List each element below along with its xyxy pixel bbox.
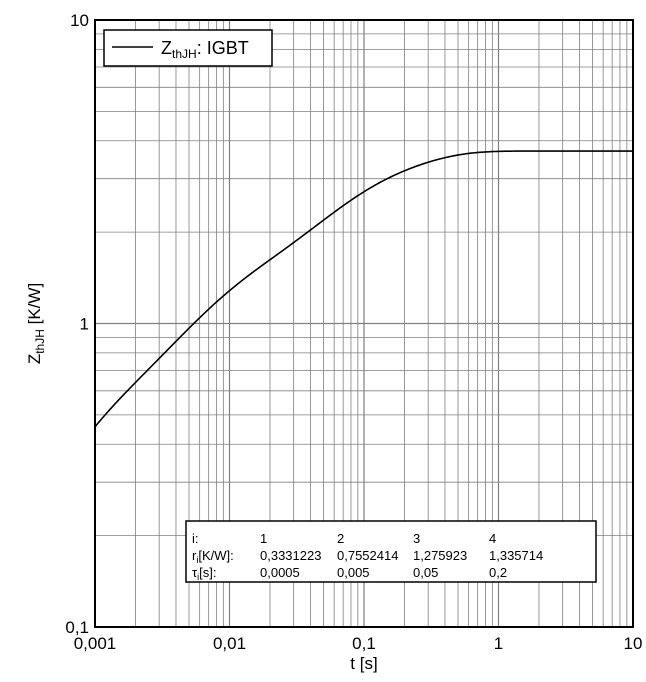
plot-frame — [94, 19, 634, 628]
legend-entry: ZthJH: IGBT — [161, 38, 249, 61]
y-axis-label: ZthJH [K/W] — [25, 283, 47, 364]
legend: ZthJH: IGBT — [103, 29, 273, 67]
table-cell: 2 — [337, 531, 344, 546]
y-tick-label: 0,1 — [65, 618, 89, 637]
foster-parameter-table: i: 1 2 3 4ri[K/W]: 0,3331223 0,7552414 1,275923… — [185, 520, 597, 583]
x-tick-label: 0,001 — [74, 634, 117, 653]
table-cell: 1,335714 — [489, 548, 543, 563]
x-tick-label: 0,01 — [213, 634, 246, 653]
y-axis-label-rest: [K/W] — [25, 283, 44, 329]
y-tick-label: 10 — [70, 11, 89, 30]
table-cell: 0,05 — [413, 565, 438, 580]
table-row-header: ri[K/W]: — [192, 548, 234, 565]
table-cell: 0,2 — [489, 565, 507, 580]
table-row-header-rest: [s]: — [199, 565, 216, 580]
legend-box — [103, 29, 273, 67]
y-axis-label-base: Z — [25, 354, 44, 364]
x-tick-label: 1 — [494, 634, 503, 653]
table-cell: 0,005 — [337, 565, 370, 580]
table-row-header-rest: [K/W]: — [198, 548, 233, 563]
y-axis-label-sub: thJH — [33, 329, 47, 354]
table-row-header-base: r — [192, 548, 197, 563]
table-cell: 4 — [489, 531, 496, 546]
zthjh-igbt-curve — [94, 150, 633, 428]
x-tick-label: 10 — [624, 634, 643, 653]
table-cell: 0,7552414 — [337, 548, 398, 563]
table-cell: 0,0005 — [260, 565, 300, 580]
table-cell: 3 — [413, 531, 420, 546]
table-row-header: τi[s]: — [192, 565, 216, 582]
table-box — [185, 520, 597, 583]
table-row-header: i: — [192, 531, 199, 546]
curve-layer — [94, 150, 633, 428]
table-cell: 1,275923 — [413, 548, 467, 563]
legend-entry-sub: thJH — [172, 47, 197, 61]
legend-entry-rest: : IGBT — [197, 38, 249, 58]
y-tick-label: 1 — [80, 315, 89, 334]
table-cell: 1 — [260, 531, 267, 546]
x-tick-labels: 0,001 0,01 0,1 1 10 — [74, 634, 643, 653]
legend-entry-base: Z — [161, 38, 172, 58]
table-cell: 0,3331223 — [260, 548, 321, 563]
x-tick-label: 0,1 — [352, 634, 376, 653]
y-tick-labels: 0,1 1 10 — [65, 11, 89, 637]
table-row-header-base: τ — [192, 565, 198, 580]
table-row-header-sub: i — [196, 555, 198, 565]
x-axis-label: t [s] — [350, 654, 377, 673]
table-row-header-sub: i — [197, 572, 199, 582]
